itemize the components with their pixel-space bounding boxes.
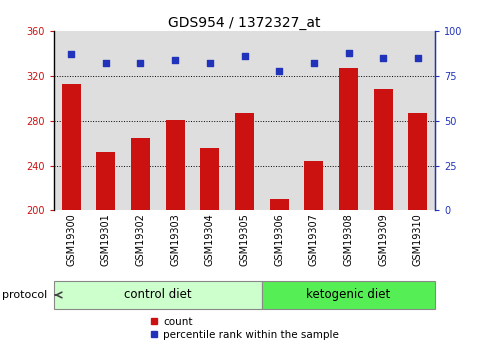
Bar bbox=[88, 31, 123, 210]
Bar bbox=[304, 161, 323, 210]
Bar bbox=[192, 31, 227, 210]
Bar bbox=[338, 68, 357, 210]
Bar bbox=[54, 31, 88, 210]
Bar bbox=[227, 31, 261, 210]
Bar bbox=[261, 31, 296, 210]
Bar bbox=[165, 120, 184, 210]
Bar bbox=[365, 31, 400, 210]
Bar bbox=[158, 31, 192, 210]
Text: protocol: protocol bbox=[2, 290, 48, 300]
Bar bbox=[235, 113, 254, 210]
Title: GDS954 / 1372327_at: GDS954 / 1372327_at bbox=[168, 16, 320, 30]
Point bbox=[240, 53, 248, 59]
Bar bbox=[54, 281, 261, 309]
Bar bbox=[373, 89, 392, 210]
Bar bbox=[96, 152, 115, 210]
Point bbox=[171, 57, 179, 62]
Bar bbox=[131, 138, 150, 210]
Bar bbox=[123, 31, 158, 210]
Bar bbox=[200, 148, 219, 210]
Point bbox=[344, 50, 352, 55]
Point bbox=[413, 55, 421, 61]
Point bbox=[309, 61, 317, 66]
Bar bbox=[261, 281, 434, 309]
Bar bbox=[400, 31, 434, 210]
Bar bbox=[61, 84, 81, 210]
Text: control diet: control diet bbox=[124, 288, 191, 302]
Point bbox=[136, 61, 144, 66]
Bar bbox=[296, 31, 330, 210]
Text: ketogenic diet: ketogenic diet bbox=[306, 288, 390, 302]
Bar bbox=[407, 113, 427, 210]
Bar bbox=[269, 199, 288, 210]
Point bbox=[67, 52, 75, 57]
Point bbox=[205, 61, 213, 66]
Legend: count, percentile rank within the sample: count, percentile rank within the sample bbox=[149, 317, 339, 340]
Point bbox=[275, 68, 283, 73]
Bar bbox=[330, 31, 365, 210]
Point bbox=[102, 61, 109, 66]
Point bbox=[379, 55, 386, 61]
